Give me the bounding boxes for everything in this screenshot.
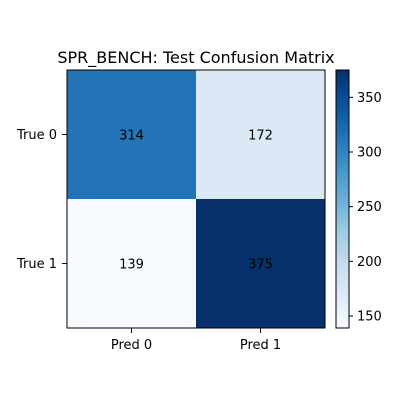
heatmap-cells [67,70,325,328]
colorbar-tick-label-1: 200 [357,255,382,270]
colorbar [336,70,349,328]
colorbar-ticks: 150 200 250 300 350 [349,91,382,325]
y-tick-label-1: True 1 [16,257,57,272]
y-axis-ticks: True 0 True 1 [16,128,67,272]
chart-title: SPR_BENCH: Test Confusion Matrix [57,48,334,68]
x-tick-label-0: Pred 0 [111,338,152,353]
y-tick-label-0: True 0 [16,128,57,143]
x-tick-label-1: Pred 1 [240,338,281,353]
cell-value-r0-c1: 172 [248,129,273,144]
cell-value-r0-c0: 314 [119,129,144,144]
cell-value-r1-c1: 375 [248,258,273,273]
colorbar-tick-label-0: 150 [357,309,382,324]
x-axis-ticks: Pred 0 Pred 1 [111,328,281,353]
colorbar-tick-label-2: 250 [357,200,382,215]
colorbar-tick-label-3: 300 [357,145,382,160]
cell-value-r1-c0: 139 [119,258,144,273]
colorbar-tick-label-4: 350 [357,91,382,106]
